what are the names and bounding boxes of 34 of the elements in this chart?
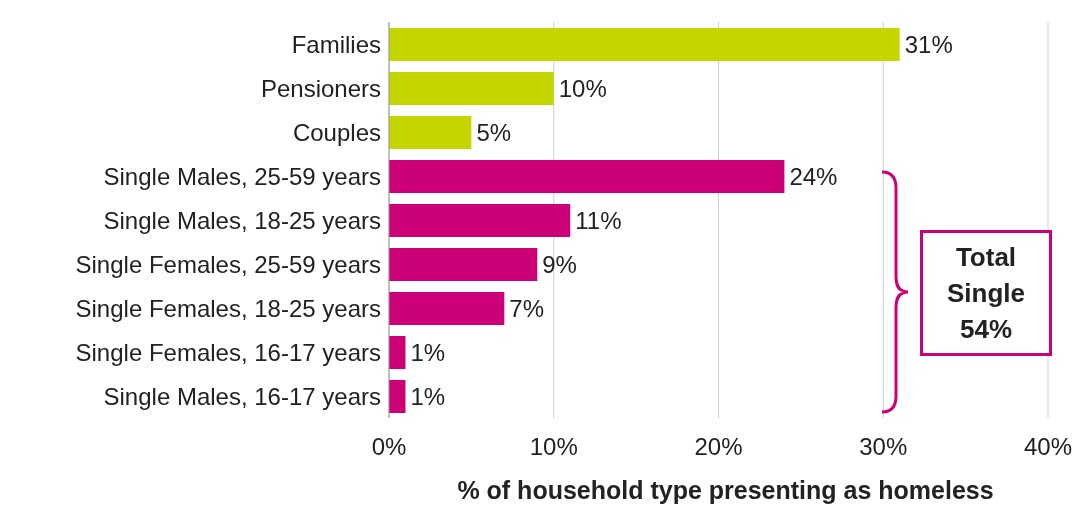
data-label: 9% — [542, 251, 577, 279]
data-label: 5% — [476, 119, 512, 147]
y-tick-label: Single Males, 18-25 years — [103, 206, 381, 234]
x-tick-label: 0% — [371, 433, 407, 461]
x-tick-label: 30% — [859, 433, 908, 461]
bar — [389, 248, 538, 281]
bar — [389, 28, 900, 61]
x-tick-label: 40% — [1023, 433, 1073, 461]
y-tick-label: Pensioners — [260, 74, 381, 102]
x-tick-label: 10% — [529, 433, 578, 461]
bar — [389, 160, 785, 193]
y-tick-label: Couples — [292, 118, 381, 146]
x-tick-label: 20% — [694, 433, 743, 461]
bar — [389, 72, 554, 105]
annotation: Total Single 54% — [920, 230, 1052, 356]
bar — [389, 116, 472, 149]
y-tick-label: Single Females, 18-25 years — [75, 294, 381, 322]
data-label: 31% — [904, 31, 953, 59]
data-label: 1% — [410, 339, 446, 367]
y-tick-label: Single Males, 16-17 years — [103, 382, 381, 410]
y-tick-label: Single Females, 25-59 years — [75, 250, 381, 278]
data-label: 24% — [789, 163, 838, 191]
x-axis-title: % of household type presenting as homeless — [456, 476, 995, 505]
bar — [389, 336, 406, 369]
y-tick-label: Single Females, 16-17 years — [75, 338, 381, 366]
bar — [389, 380, 406, 413]
y-tick-label: Single Males, 25-59 years — [103, 162, 381, 190]
data-label: 10% — [558, 75, 607, 103]
data-label: 1% — [410, 383, 446, 411]
data-label: 11% — [575, 207, 622, 235]
bar — [389, 292, 505, 325]
bar — [389, 204, 571, 237]
y-tick-label: Families — [291, 30, 381, 58]
data-label: 7% — [509, 295, 545, 323]
